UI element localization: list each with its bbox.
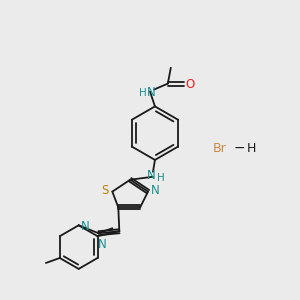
Text: N: N	[98, 238, 107, 250]
Text: H: H	[157, 173, 165, 183]
Text: H: H	[139, 88, 147, 98]
Text: N: N	[81, 220, 90, 233]
Text: H: H	[246, 142, 256, 154]
Text: S: S	[102, 184, 109, 197]
Text: N: N	[147, 169, 155, 182]
Text: N: N	[151, 184, 159, 197]
Text: Br: Br	[212, 142, 226, 154]
Text: O: O	[185, 78, 194, 91]
Text: N: N	[147, 86, 155, 99]
Text: −: −	[233, 141, 245, 155]
